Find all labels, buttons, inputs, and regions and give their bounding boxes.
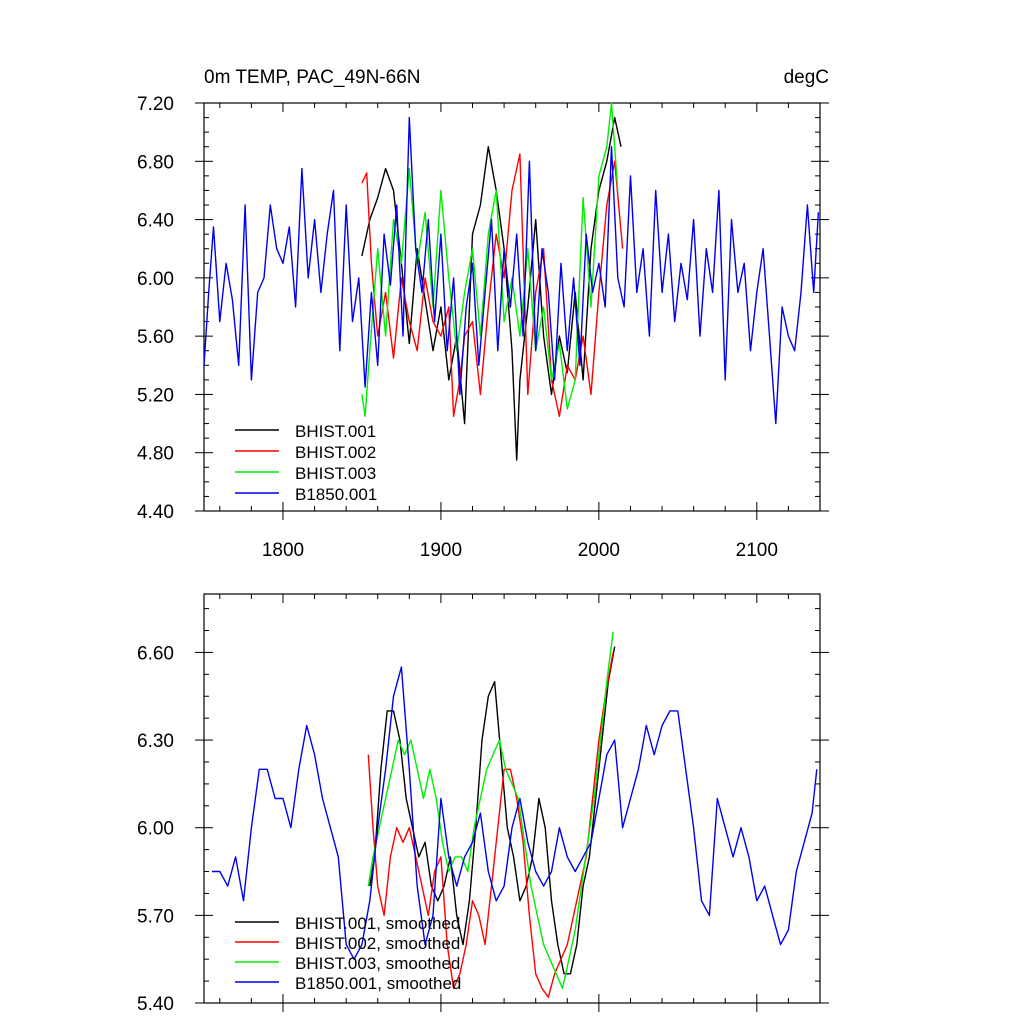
x-tick-label: 2000 [578,540,620,561]
legend-label: BHIST.003, smoothed [295,954,460,973]
legend-label: BHIST.001, smoothed [295,914,460,933]
legend-label: BHIST.003 [295,464,376,483]
y-tick-label: 6.00 [137,269,174,290]
chart-title: 0m TEMP, PAC_49N-66N [204,67,420,88]
y-tick-label: 6.60 [137,643,174,664]
x-tick-label: 1900 [420,540,462,561]
y-tick-label: 5.60 [137,327,174,348]
y-tick-label: 6.80 [137,152,174,173]
legend-label: BHIST.002, smoothed [295,934,460,953]
legend-label: BHIST.001 [295,422,376,441]
y-tick-label: 6.40 [137,211,174,232]
series-line-1 [369,646,616,975]
series-line-2 [361,153,624,417]
top-panel: 1800 1900 2000 2100 4.40 4.80 5.20 5.60 6.00 6.40… [137,94,829,561]
plot-frame [203,593,821,1004]
y-tick-label: 5.70 [137,906,174,927]
series-line-3 [361,102,619,417]
y-tick-label: 5.20 [137,385,174,406]
y-tick-label: 5.40 [137,994,174,1015]
y-tick-label: 4.40 [137,502,174,523]
y-tick-label: 7.20 [137,94,174,115]
x-tick-label: 1800 [262,540,304,561]
units-label: degC [784,67,829,88]
series-line-4 [211,666,818,960]
legend-label: BHIST.002 [295,443,376,462]
series-line-4 [203,116,820,425]
legend-label: B1850.001, smoothed [295,974,461,993]
y-tick-label: 6.30 [137,731,174,752]
x-tick-label: 2100 [736,540,778,561]
series-line-2 [367,652,614,998]
legend-label: B1850.001 [295,485,377,504]
y-tick-label: 4.80 [137,444,174,465]
y-tick-label: 6.00 [137,819,174,840]
